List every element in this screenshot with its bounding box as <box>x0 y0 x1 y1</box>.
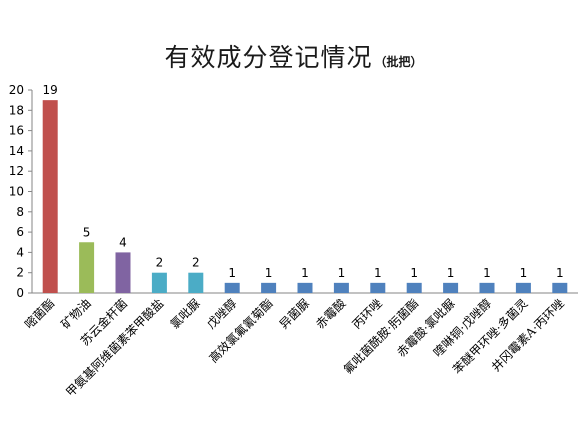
bar-value-label: 5 <box>83 225 91 239</box>
bar <box>333 282 349 293</box>
y-tick-label: 8 <box>16 205 24 219</box>
chart-title-unit: （批把） <box>374 55 423 69</box>
bar <box>188 272 204 293</box>
bar-value-label: 1 <box>338 266 346 280</box>
bar-value-label: 4 <box>119 235 127 249</box>
bar <box>406 282 422 293</box>
category-label: 赤霉酸 <box>312 296 348 332</box>
y-tick-label: 10 <box>9 185 24 199</box>
bar-value-label: 19 <box>43 83 58 97</box>
chart-title-text: 有效成分登记情况 <box>164 43 373 72</box>
bar-value-label: 1 <box>447 266 455 280</box>
bars <box>42 100 568 294</box>
bar-value-label: 1 <box>483 266 491 280</box>
bar-value-label: 1 <box>301 266 309 280</box>
y-tick-label: 2 <box>16 266 24 280</box>
bar-value-label: 1 <box>520 266 528 280</box>
bar-value-label: 1 <box>265 266 273 280</box>
y-tick-label: 18 <box>9 103 24 117</box>
category-label: 氯吡脲 <box>168 296 203 331</box>
bar-value-label: 2 <box>156 256 164 270</box>
bar <box>552 282 568 293</box>
bar <box>515 282 531 293</box>
category-label: 戊唑醇 <box>203 296 239 332</box>
y-tick-label: 20 <box>9 83 24 97</box>
category-label: 异菌脲 <box>277 296 312 331</box>
bar <box>115 252 131 293</box>
category-label: 高效氯氟氰菊酯 <box>206 296 276 366</box>
category-label: 嘧菌酯 <box>22 296 57 331</box>
y-tick-label: 6 <box>16 225 24 239</box>
bar-value-label: 1 <box>374 266 382 280</box>
category-label: 矿物油 <box>58 296 93 331</box>
bar-value-label: 1 <box>410 266 418 280</box>
y-tick-label: 12 <box>9 164 24 178</box>
bar <box>42 100 58 294</box>
bar <box>443 282 459 293</box>
bar <box>479 282 495 293</box>
bar <box>79 242 95 293</box>
y-tick-label: 16 <box>9 124 24 138</box>
y-tick-label: 4 <box>16 245 24 259</box>
chart-axes <box>31 90 578 294</box>
bar-value-label: 1 <box>228 266 236 280</box>
bar <box>151 272 167 293</box>
y-tick-label: 0 <box>16 286 24 300</box>
y-tick-label: 14 <box>9 144 24 158</box>
bar <box>224 282 240 293</box>
bar-value-label: 1 <box>556 266 564 280</box>
data-labels: 19 5 4 2 2 1 1 1 1 1 1 1 1 1 1 <box>43 83 564 280</box>
bar <box>370 282 386 293</box>
bar <box>261 282 277 293</box>
bar <box>297 282 313 293</box>
y-axis-ticks: 0 2 4 6 8 10 12 14 16 18 20 <box>9 83 32 300</box>
bar-value-label: 2 <box>192 256 200 270</box>
chart-title: 有效成分登记情况 （批把） <box>0 38 587 74</box>
category-label: 丙环唑 <box>350 296 385 331</box>
